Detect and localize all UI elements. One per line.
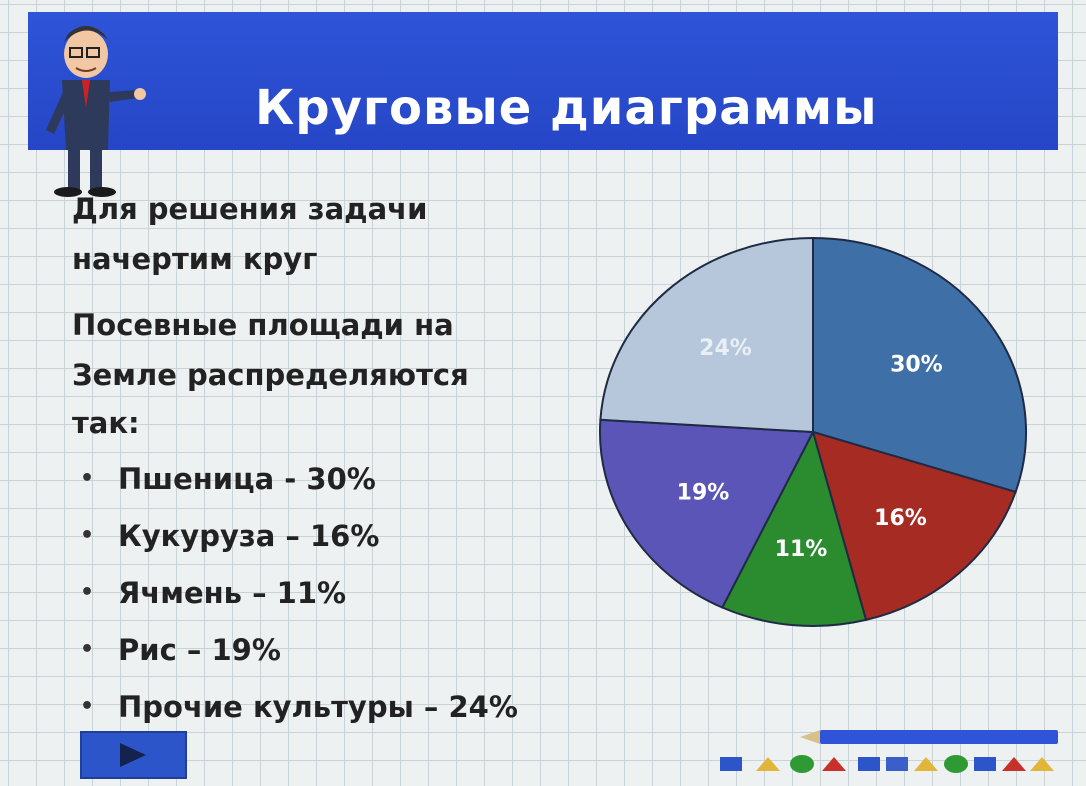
pie-slice-3 <box>720 429 868 627</box>
list-item: • Прочие культуры – 24% <box>80 681 518 738</box>
pie-label-1: 30% <box>890 353 943 378</box>
intro-line-4: Земле распределяются <box>72 358 469 392</box>
bullet-dot: • <box>80 523 95 548</box>
list-item-text: Ячмень – 11% <box>118 576 347 610</box>
intro-line-5: так: <box>72 406 140 440</box>
list-item: • Рис – 19% <box>80 624 518 681</box>
bullet-dot: • <box>80 466 95 491</box>
pie-label-2: 16% <box>874 506 927 531</box>
decorative-shapes <box>720 755 1054 773</box>
pyramid-icon <box>756 757 780 771</box>
cube-icon <box>720 757 742 771</box>
list-item: • Пшеница - 30% <box>80 453 518 510</box>
pencil-icon <box>820 730 1058 744</box>
pie-label-5: 24% <box>699 336 752 361</box>
play-triangle-icon <box>120 743 146 767</box>
pie-chart: 30% 16% 11% 19% 24% <box>598 236 1027 627</box>
intro-line-2: начертим круг <box>72 242 318 276</box>
next-slide-button[interactable] <box>80 731 187 779</box>
bullet-dot: • <box>80 580 95 605</box>
bullet-dot: • <box>80 694 95 719</box>
list-item: • Ячмень – 11% <box>80 567 518 624</box>
pie-slice-2 <box>811 430 1017 622</box>
intro-line-1: Для решения задачи <box>72 192 428 226</box>
sphere-icon <box>944 755 968 773</box>
cartoon-man-pointing-icon <box>46 26 146 197</box>
cube-icon <box>886 757 908 771</box>
pie-label-3: 11% <box>775 537 828 562</box>
pie-label-4: 19% <box>677 480 730 505</box>
pyramid-icon <box>1030 757 1054 771</box>
bullet-dot: • <box>80 637 95 662</box>
cone-icon <box>822 757 846 771</box>
pie-slice-5 <box>599 236 814 434</box>
list-item: • Кукуруза – 16% <box>80 510 518 567</box>
crop-list: • Пшеница - 30% • Кукуруза – 16% • Ячмень –… <box>80 453 518 738</box>
list-item-text: Рис – 19% <box>118 633 281 667</box>
slide-title: Круговые диаграммы <box>255 80 878 136</box>
pie-slice-4 <box>598 418 815 609</box>
pie-slice-1 <box>812 236 1027 494</box>
pencil-tip <box>800 730 820 744</box>
pyramid-icon <box>914 757 938 771</box>
cube-icon <box>858 757 880 771</box>
list-item-text: Пшеница - 30% <box>118 462 376 496</box>
title-bar <box>28 12 1058 150</box>
list-item-text: Кукуруза – 16% <box>118 519 380 553</box>
list-item-text: Прочие культуры – 24% <box>118 690 518 724</box>
intro-line-3: Посевные площади на <box>72 308 454 342</box>
cone-icon <box>1002 757 1026 771</box>
cube-icon <box>974 757 996 771</box>
sphere-icon <box>790 755 814 773</box>
